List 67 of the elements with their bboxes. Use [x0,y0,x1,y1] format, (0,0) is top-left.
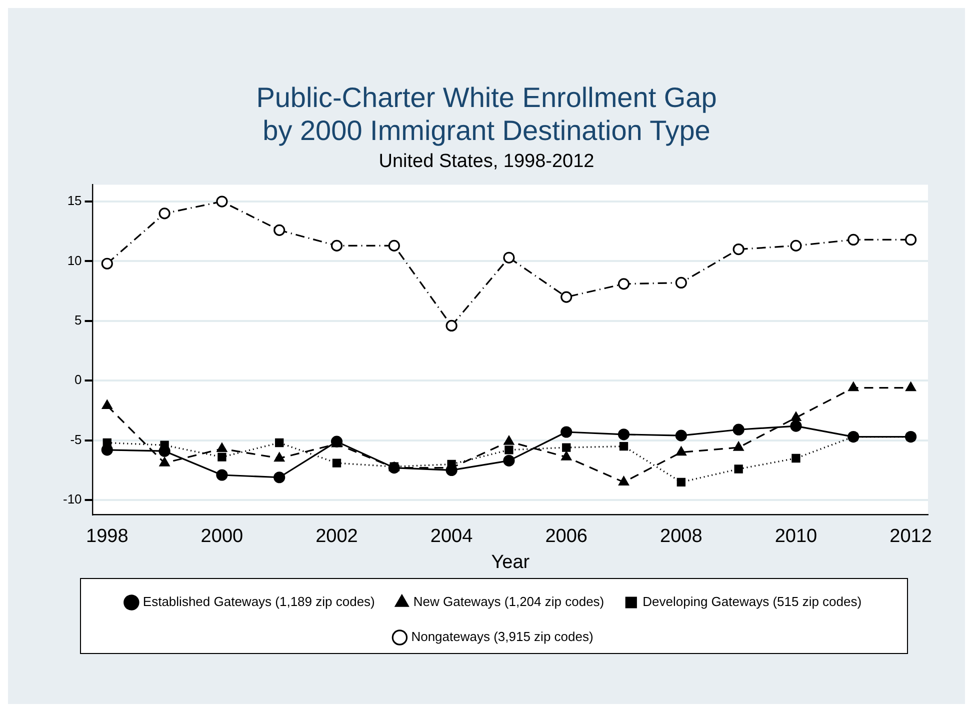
y-tick-label: -5 [70,432,82,447]
point [732,424,744,436]
chart-subtitle: United States, 1998-2012 [378,151,596,173]
point [562,443,571,452]
point [675,430,687,442]
legend-label: Developing Gateways (515 zip codes) [642,594,862,610]
y-tick-label: 5 [74,312,82,328]
point [618,476,629,486]
point [274,472,286,484]
point [675,276,687,289]
point [218,452,226,462]
x-tick-label: 2000 [200,526,244,548]
x-tick-label: 2004 [430,526,474,548]
point [388,462,400,474]
point [216,196,228,208]
point [848,234,860,246]
legend-label: New Gateways (1,204 zip codes) [413,594,604,610]
point [275,438,284,448]
point [503,454,515,466]
chart-title: Public-Charter White Enrollment Gap by 2000 Immigrant Destination Type [255,81,718,147]
point [102,400,112,410]
y-tick-label: 10 [67,252,82,268]
point [274,452,284,462]
point [216,469,228,481]
point [388,240,400,252]
point [101,258,113,270]
point [158,208,170,220]
point [504,436,514,445]
point [503,252,515,264]
point [732,243,744,256]
y-tick-label: -10 [62,492,82,507]
point [274,224,286,236]
point [216,442,228,452]
point [619,442,628,451]
legend-label: Established Gateways (1,189 zip codes) [142,594,375,610]
point [904,234,917,246]
point [676,478,686,486]
point [790,240,802,252]
point [330,240,343,252]
point [790,412,802,421]
point [504,446,514,454]
point [618,278,630,290]
point [792,454,800,463]
point [676,446,686,456]
x-tick-label: 2008 [660,526,702,548]
point [560,291,572,303]
x-tick-label: 2012 [890,526,932,548]
x-tick-label: 2002 [316,526,358,548]
y-tick-label: 15 [67,193,82,208]
point [848,382,859,392]
point [446,320,458,332]
x-tick-label: 1998 [86,526,128,548]
point [734,464,743,474]
legend-label: Nongateways (3,915 zip codes) [411,629,594,644]
point [790,420,802,432]
point [561,451,572,460]
point [733,442,744,451]
point [618,428,630,440]
y-tick-label: 0 [74,372,82,388]
x-tick-label: 2006 [545,526,588,548]
point [159,457,170,466]
point [101,444,113,456]
point [906,382,916,392]
point [560,426,572,438]
x-tick-label: 2010 [774,526,818,548]
point [332,458,342,468]
x-axis-title: Year [491,552,530,573]
